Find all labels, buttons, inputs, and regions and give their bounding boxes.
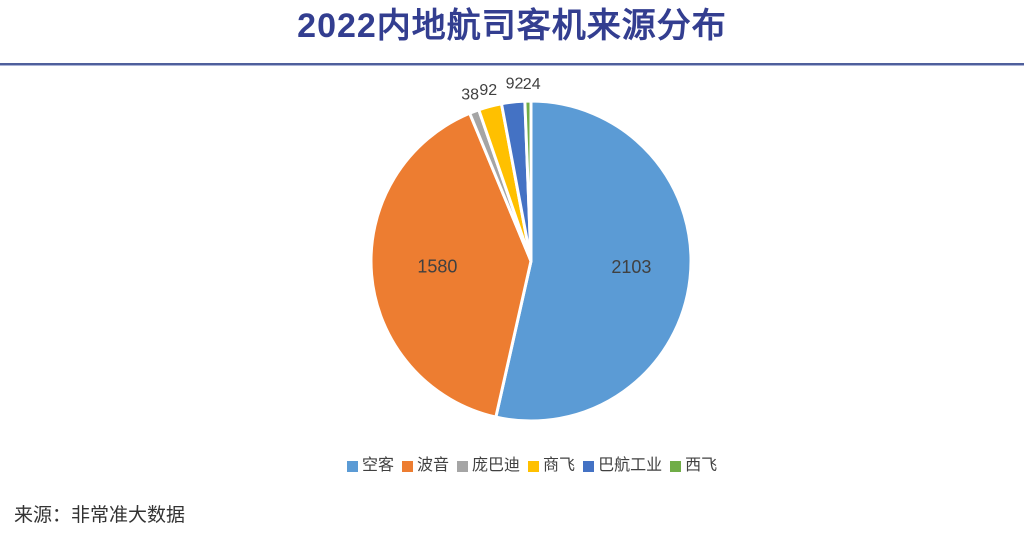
- pie-slice-xac: [523, 99, 533, 263]
- legend-swatch-bombardier: [457, 460, 469, 472]
- legend-item-airbus: 空客: [347, 456, 394, 476]
- source-note: 来源：非常准大数据: [14, 505, 186, 526]
- pie-value-boeing: 1580: [417, 257, 457, 277]
- chart-title: 2022内地航司客机来源分布: [297, 7, 727, 45]
- legend-swatch-embraer: [583, 460, 595, 472]
- legend-item-comac: 商飞: [528, 456, 575, 476]
- legend-label-comac: 商飞: [543, 457, 576, 474]
- legend-item-bombardier: 庞巴迪: [457, 456, 520, 476]
- pie-value-comac: 92: [479, 82, 497, 99]
- legend-item-boeing: 波音: [402, 456, 449, 476]
- pie-value-airbus: 2103: [611, 257, 651, 277]
- legend-item-embraer: 巴航工业: [583, 456, 662, 476]
- pie-slice-boeing: [369, 111, 533, 419]
- pie-slice-airbus: [494, 99, 693, 423]
- pie-value-embraer: 92: [506, 75, 524, 92]
- legend-label-xac: 西飞: [685, 457, 718, 474]
- chart-legend: 空客 波音 庞巴迪 商飞 巴航工业 西飞: [347, 456, 717, 476]
- title-divider: [0, 63, 1024, 66]
- pie-value-xac: 24: [523, 76, 541, 93]
- legend-label-boeing: 波音: [417, 457, 450, 474]
- legend-label-bombardier: 庞巴迪: [472, 457, 521, 474]
- legend-label-embraer: 巴航工业: [598, 457, 663, 474]
- legend-swatch-comac: [528, 460, 540, 472]
- legend-swatch-boeing: [402, 460, 414, 472]
- legend-swatch-xac: [670, 460, 682, 472]
- legend-label-airbus: 空客: [362, 457, 395, 474]
- legend-item-xac: 西飞: [670, 456, 717, 476]
- legend-swatch-airbus: [347, 460, 358, 472]
- pie-value-bombardier: 38: [461, 87, 479, 104]
